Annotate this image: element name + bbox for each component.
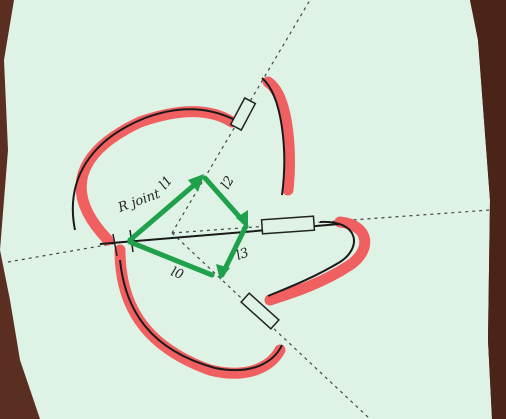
photo: R joint l1 l2 l3 l0 [0, 0, 506, 419]
page: R joint l1 l2 l3 l0 (() => { const data … [0, 0, 506, 419]
